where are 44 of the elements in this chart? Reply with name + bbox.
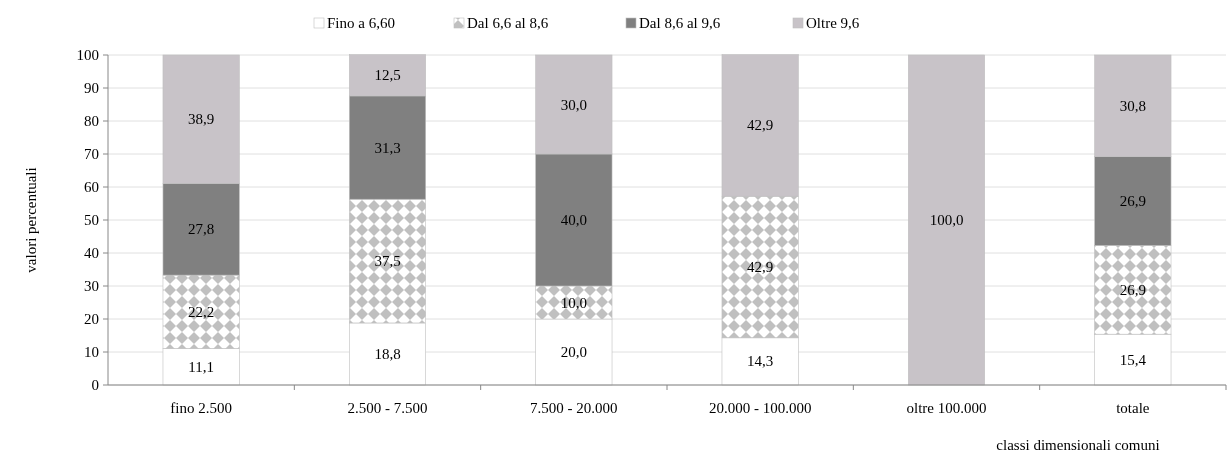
data-label: 42,9 [747, 259, 774, 276]
data-label: 22,2 [188, 303, 215, 320]
y-tick-label: 0 [91, 377, 99, 393]
data-label: 12,5 [374, 67, 401, 84]
y-tick-label: 40 [84, 245, 99, 261]
data-label: 42,9 [747, 117, 774, 134]
data-label: 27,8 [188, 221, 215, 238]
data-label: 20,0 [560, 344, 587, 360]
y-tick-label: 70 [84, 146, 99, 162]
y-tick-label: 50 [84, 212, 99, 228]
data-label: 31,3 [374, 139, 401, 156]
x-tick-label: oltre 100.000 [906, 400, 987, 416]
y-tick-label: 60 [84, 179, 99, 195]
data-label: 14,3 [747, 353, 774, 370]
bar [908, 54, 985, 386]
x-tick-label: 20.000 - 100.000 [708, 400, 812, 416]
y-tick-label: 30 [84, 278, 99, 294]
data-label: 100,0 [929, 212, 964, 228]
y-tick-label: 80 [84, 113, 99, 129]
data-label: 15,4 [1119, 351, 1147, 368]
y-tick-label: 10 [84, 344, 99, 360]
data-label: 30,8 [1119, 97, 1146, 114]
data-label: 30,0 [560, 96, 587, 113]
data-label: 26,9 [1119, 281, 1146, 298]
data-label: 18,8 [374, 345, 401, 362]
y-tick-label: 100 [76, 47, 99, 63]
data-label: 37,5 [374, 253, 401, 270]
y-tick-label: 20 [84, 311, 99, 327]
x-tick-label: 7.500 - 20.000 [530, 400, 618, 416]
y-axis-title: valori percentuali [23, 167, 39, 273]
x-tick-label: 2.500 - 7.500 [347, 400, 428, 416]
x-tick-label: totale [1116, 400, 1150, 416]
data-label: 38,9 [188, 111, 215, 128]
data-label: 40,0 [560, 212, 587, 228]
x-axis-title: classi dimensionali comuni [996, 437, 1160, 453]
legend-label: Dal 6,6 al 8,6 [467, 15, 549, 31]
y-tick-label: 90 [84, 80, 99, 96]
data-label: 10,0 [560, 294, 587, 311]
legend-label: Dal 8,6 al 9,6 [639, 15, 721, 31]
data-label: 11,1 [188, 358, 215, 375]
data-label: 26,9 [1119, 193, 1146, 210]
legend-label: Oltre 9,6 [806, 15, 860, 31]
x-tick-label: fino 2.500 [170, 400, 232, 416]
legend-label: Fino a 6,60 [327, 15, 395, 31]
